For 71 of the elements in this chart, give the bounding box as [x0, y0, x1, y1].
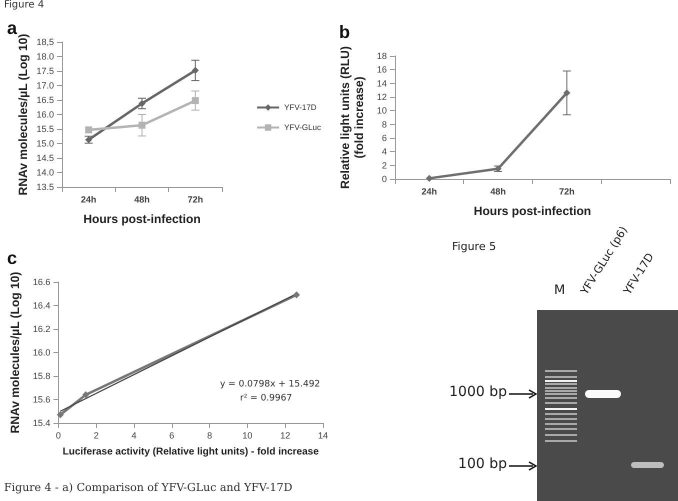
x-tick-label: 72h — [559, 186, 575, 196]
caption: Figure 4 - a) Comparison of YFV-GLuc and YFV-17D — [4, 481, 293, 494]
point — [293, 291, 300, 298]
y-tick-label: 16.0 — [32, 348, 50, 358]
y-tick-label: 16.2 — [32, 324, 50, 334]
annotation: r² = 0.9967 — [240, 394, 292, 404]
y-tick-label: 18,5 — [36, 37, 54, 47]
y-tick-label: 17.0 — [36, 80, 54, 90]
caption: Figure 4 — [4, 0, 44, 10]
y-tick-label: 10 — [376, 106, 387, 116]
y-tick-label: 15.4 — [32, 418, 50, 428]
x-tick-label: 48h — [134, 194, 150, 204]
y-tick-label: 16.6 — [32, 277, 50, 287]
text: 1000 bp — [449, 384, 507, 400]
x-tick-label: 8 — [207, 430, 212, 440]
y-axis-title: RNAv molecules/µL (Log 10) — [8, 272, 22, 434]
y-axis-title: Relative light units (RLU) (fold increase) — [338, 46, 366, 189]
y-tick-label: 16.0 — [36, 110, 54, 120]
text: 100 bp — [458, 456, 507, 472]
x-tick-label: 6 — [169, 430, 174, 440]
x-tick-label: 24h — [422, 186, 438, 196]
annotation: y = 0.0798x + 15.492 — [220, 380, 320, 390]
x-axis-title: Luciferase activity (Relative light units) - fold increase — [62, 446, 320, 458]
x-tick-label: 0 — [56, 430, 61, 440]
point — [192, 97, 199, 104]
y-tick-label: 16 — [376, 64, 387, 75]
y-tick-label: 12 — [376, 92, 387, 102]
x-tick-label: 24h — [80, 194, 96, 204]
x-tick-label: 10 — [242, 430, 252, 440]
y-tick-label: 15.8 — [32, 371, 50, 381]
point — [56, 411, 64, 418]
y-tick-label: 0 — [382, 174, 387, 184]
point — [85, 126, 92, 134]
y-tick-label: 16.5 — [36, 95, 54, 105]
point — [563, 89, 570, 96]
y-axis-title: RNAv molecules/µL (Log 10) — [16, 34, 30, 196]
point — [138, 122, 146, 129]
y-tick-label: 14.0 — [36, 168, 54, 178]
x-axis-title: Hours post-infection — [474, 204, 592, 218]
y-tick-label: 15.6 — [32, 394, 50, 404]
x-tick-label: 12 — [280, 430, 290, 440]
x-tick-label: 14 — [318, 430, 328, 440]
point — [426, 174, 433, 182]
y-tick-label: 4 — [382, 146, 387, 157]
x-tick-label: 4 — [132, 430, 137, 440]
legend-label: YFV-GLuc — [284, 123, 322, 132]
y-tick-label: 6 — [382, 133, 387, 143]
y-tick-label: 17.5 — [36, 66, 54, 76]
y-tick-label: 18 — [376, 51, 387, 61]
y-tick-label: 2 — [382, 160, 387, 170]
point — [138, 100, 146, 107]
y-tick-label: 14.5 — [36, 153, 54, 163]
point — [192, 66, 199, 74]
y-tick-label: 14 — [376, 78, 387, 88]
x-tick-label: 72h — [188, 194, 204, 204]
chart-title: b — [339, 22, 350, 42]
y-tick-label: 15.5 — [36, 124, 54, 134]
y-tick-label: 13.5 — [36, 182, 54, 192]
x-tick-label: 48h — [490, 186, 506, 196]
y-tick-label: 16.4 — [32, 300, 50, 310]
x-tick-label: 2 — [94, 430, 99, 440]
text: Figure 5 — [452, 240, 496, 253]
y-tick-label: 18.0 — [36, 52, 54, 62]
chart-title: c — [7, 248, 18, 268]
y-tick-label: 15.0 — [36, 138, 54, 148]
text: M — [554, 283, 566, 298]
legend-label: YFV-17D — [284, 103, 317, 112]
point — [82, 391, 90, 398]
y-tick-label: 8 — [382, 119, 387, 130]
x-axis-title: Hours post-infection — [83, 212, 201, 226]
chart-title: a — [7, 18, 18, 38]
